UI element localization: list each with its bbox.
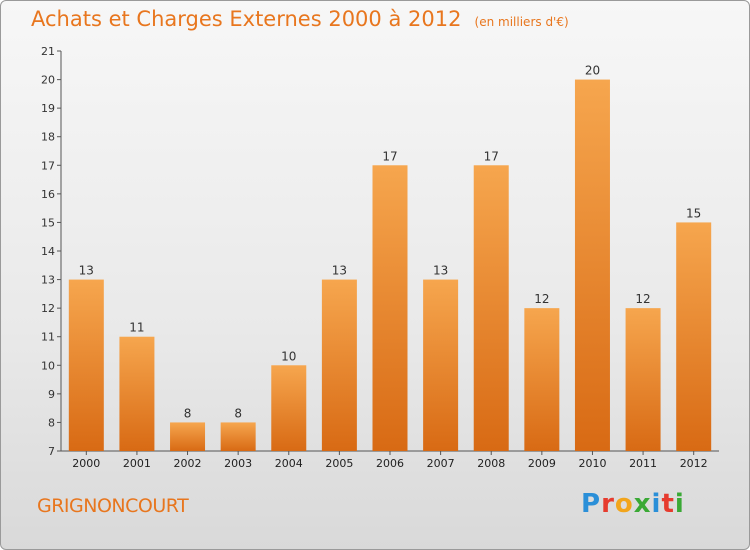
x-tick-label: 2003 [224, 457, 252, 470]
bar-value-label: 10 [281, 349, 296, 363]
chart-unit: (en milliers d'€) [474, 15, 569, 29]
bar [119, 336, 155, 451]
bar-value-label: 13 [332, 264, 347, 278]
x-tick-label: 2009 [528, 457, 556, 470]
title-block: Achats et Charges Externes 2000 à 2012 (… [31, 7, 569, 31]
bar [271, 365, 307, 451]
bar-value-label: 20 [585, 64, 600, 78]
y-tick-label: 20 [41, 74, 55, 87]
y-tick-label: 15 [41, 216, 55, 229]
x-tick-label: 2011 [629, 457, 657, 470]
logo-letter: P [581, 489, 602, 519]
x-tick-label: 2004 [275, 457, 303, 470]
x-tick-label: 2002 [174, 457, 202, 470]
x-tick-label: 2008 [477, 457, 505, 470]
y-tick-label: 18 [41, 131, 55, 144]
logo-letter: x [633, 489, 652, 519]
y-tick-label: 19 [41, 102, 55, 115]
y-tick-label: 16 [41, 188, 55, 201]
y-tick-label: 9 [48, 388, 55, 401]
y-tick-label: 10 [41, 359, 55, 372]
proxiti-logo: Proxiti [581, 489, 685, 519]
bar-value-label: 12 [635, 292, 650, 306]
bar [524, 308, 560, 451]
logo-letter: r [601, 489, 615, 519]
bar [68, 279, 104, 451]
y-tick-label: 13 [41, 274, 55, 287]
x-tick-label: 2010 [578, 457, 606, 470]
x-tick-label: 2001 [123, 457, 151, 470]
y-tick-label: 12 [41, 302, 55, 315]
x-tick-label: 2012 [680, 457, 708, 470]
x-tick-label: 2000 [72, 457, 100, 470]
logo-letter: i [674, 489, 685, 519]
bar-value-label: 15 [686, 206, 701, 220]
bar [170, 422, 206, 451]
bar [574, 79, 610, 452]
bar [321, 279, 357, 451]
y-tick-label: 17 [41, 159, 55, 172]
bar-value-label: 8 [184, 406, 192, 420]
bar [220, 422, 256, 451]
chart-title: Achats et Charges Externes 2000 à 2012 [31, 7, 462, 31]
bar [625, 308, 661, 451]
logo-letter: i [651, 489, 662, 519]
bar [372, 165, 408, 452]
bar-value-label: 13 [433, 264, 448, 278]
y-tick-label: 21 [41, 45, 55, 58]
bar-value-label: 17 [484, 149, 499, 163]
y-tick-label: 14 [41, 245, 55, 258]
bar-value-label: 17 [382, 149, 397, 163]
bar-value-label: 13 [79, 264, 94, 278]
labels: 13 2000 11 2001 8 2002 8 2003 10 2004 13 2005 17 2006… [72, 64, 707, 470]
bars [68, 79, 712, 452]
bar-value-label: 8 [234, 406, 242, 420]
x-tick-label: 2007 [427, 457, 455, 470]
y-tick-label: 11 [41, 331, 55, 344]
x-tick-label: 2005 [325, 457, 353, 470]
y-tick-label: 8 [48, 416, 55, 429]
y-tick-label: 7 [48, 445, 55, 458]
bar-value-label: 12 [534, 292, 549, 306]
logo-letter: o [614, 489, 634, 519]
bar-value-label: 11 [129, 321, 144, 335]
commune-name: GRIGNONCOURT [37, 495, 189, 517]
logo-letter: t [661, 489, 675, 519]
x-tick-label: 2006 [376, 457, 404, 470]
bar [473, 165, 509, 452]
bar [676, 222, 712, 451]
bar [423, 279, 459, 451]
